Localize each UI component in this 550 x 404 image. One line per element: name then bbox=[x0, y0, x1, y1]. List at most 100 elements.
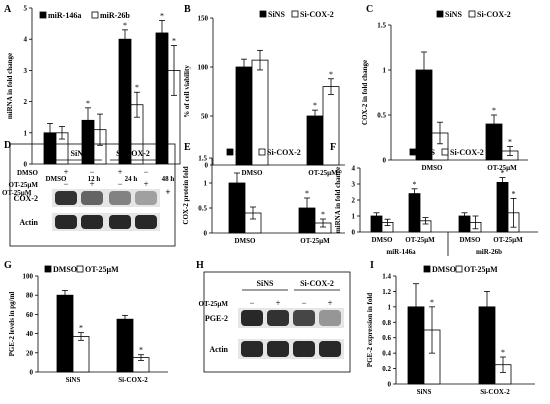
condition-label: OT-25µM bbox=[9, 181, 39, 189]
y-tick-label: 2 bbox=[24, 98, 28, 106]
condition-sign: + bbox=[327, 298, 332, 308]
y-tick-label: 4 bbox=[352, 165, 356, 173]
legend-swatch bbox=[44, 265, 52, 273]
blot-band bbox=[55, 191, 77, 205]
condition-sign: − bbox=[301, 298, 306, 308]
band-label: COX-2 bbox=[14, 194, 38, 203]
legend-label: Si-COX-2 bbox=[300, 10, 334, 19]
legend-label: miR-26b bbox=[100, 11, 130, 20]
y-tick-label: 1.5 bbox=[377, 22, 386, 30]
legend-label: SiNS bbox=[268, 10, 285, 19]
y-tick-label: 0 bbox=[30, 369, 34, 377]
condition-label: DMSO bbox=[17, 169, 39, 177]
significance-mark: * bbox=[508, 138, 512, 147]
blot-band bbox=[293, 341, 315, 357]
group-label: miR-146a bbox=[386, 248, 416, 256]
blot-band bbox=[267, 341, 289, 357]
chart-C: C 0 0.5 1 1.5 COX-2 in fold change DMSO * * OT-25… bbox=[361, 4, 528, 172]
treatment-label: OT-25µM bbox=[2, 189, 32, 197]
y-tick-label: 0.5 bbox=[198, 205, 207, 213]
blot-H: H SiNS Si-COX-2 OT-25µM − + − + PGE-2 Actin bbox=[196, 260, 351, 373]
condition-sign: + bbox=[117, 167, 122, 177]
significance-mark: * bbox=[492, 106, 496, 115]
significance-mark: * bbox=[139, 346, 143, 355]
y-tick-label: 150 bbox=[198, 15, 209, 23]
blot-strip bbox=[52, 213, 160, 231]
chart-B: B 0 50 100 150 % of cell viability DMSO * * OT-25… bbox=[183, 4, 345, 177]
blot-group-label: Si-COX-2 bbox=[116, 149, 150, 158]
blot-strip bbox=[238, 339, 344, 359]
panel-letter: D bbox=[4, 140, 11, 151]
x-tick-label: SiNS bbox=[417, 388, 432, 396]
x-tick-label: SiNS bbox=[66, 376, 81, 384]
y-tick-label: 3 bbox=[352, 181, 356, 189]
y-tick-label: 3 bbox=[24, 67, 28, 75]
y-tick-label: 0.2 bbox=[382, 365, 391, 373]
legend-label: Si-COX-2 bbox=[477, 10, 511, 19]
y-tick-label: 1.5 bbox=[198, 155, 207, 163]
legend-swatch bbox=[226, 148, 234, 156]
legend-swatch bbox=[436, 10, 444, 18]
panel-letter: A bbox=[4, 4, 12, 15]
legend-label: SiNS bbox=[418, 148, 435, 157]
condition-sign: + bbox=[89, 179, 94, 189]
chart-G: G 0 20 40 60 80 100 PGE-2 levels in pg/ml * SiNS *… bbox=[4, 260, 168, 384]
panel-letter: H bbox=[196, 260, 204, 271]
significance-mark: * bbox=[430, 298, 434, 307]
legend-swatch bbox=[258, 148, 266, 156]
condition-sign: − bbox=[89, 167, 94, 177]
blot-band bbox=[81, 215, 103, 229]
y-tick-label: 0 bbox=[204, 230, 208, 238]
y-tick-label: 0.4 bbox=[382, 350, 391, 358]
panel-letter: B bbox=[184, 4, 191, 15]
y-tick-label: 1.4 bbox=[382, 273, 391, 281]
legend-swatch bbox=[39, 11, 47, 19]
y-axis-label: COX-2 in fold change bbox=[361, 60, 369, 125]
y-tick-label: 20 bbox=[26, 349, 34, 357]
chart-A: A 0 1 2 3 4 5 miRNA in fold change DMSO * 12 h * * 24… bbox=[2, 4, 181, 197]
significance-mark: * bbox=[79, 324, 83, 333]
blot-group-label: SiNS bbox=[257, 279, 274, 288]
blot-band bbox=[135, 215, 157, 229]
blot-band bbox=[109, 215, 131, 229]
legend-label: OT-25µM bbox=[464, 265, 498, 274]
y-tick-label: 1 bbox=[388, 303, 392, 311]
treatment-sign: + bbox=[165, 187, 170, 197]
significance-mark: * bbox=[135, 83, 139, 92]
blot-band bbox=[241, 310, 263, 326]
y-tick-label: 60 bbox=[26, 311, 34, 319]
legend-label: DMSO bbox=[432, 265, 456, 274]
x-tick-label: DMSO bbox=[46, 175, 68, 183]
legend-label: SiNS bbox=[235, 148, 252, 157]
panel-letter: I bbox=[370, 260, 374, 271]
blot-frame bbox=[9, 143, 176, 247]
x-tick-label: DMSO bbox=[235, 237, 257, 245]
y-tick-label: 100 bbox=[198, 64, 209, 72]
x-tick-label: DMSO bbox=[372, 236, 394, 244]
legend-label: DMSO bbox=[53, 265, 77, 274]
condition-sign: − bbox=[143, 167, 148, 177]
condition-sign: − bbox=[249, 298, 254, 308]
bar bbox=[496, 181, 509, 233]
x-tick-label: Si-COX-2 bbox=[118, 376, 148, 384]
x-tick-label: 48 h bbox=[162, 175, 175, 183]
significance-mark: * bbox=[501, 348, 505, 357]
x-tick-label: OT-25µM bbox=[487, 164, 517, 172]
legend-swatch bbox=[441, 148, 449, 156]
x-tick-label: OT-25µM bbox=[493, 236, 523, 244]
condition-sign: + bbox=[143, 179, 148, 189]
blot-strip bbox=[238, 308, 344, 328]
legend-swatch bbox=[91, 11, 99, 19]
blot-band bbox=[241, 341, 263, 357]
x-tick-label: 24 h bbox=[125, 175, 138, 183]
legend-label: Si-COX-2 bbox=[450, 148, 484, 157]
band-label: Actin bbox=[19, 218, 38, 227]
bar bbox=[408, 193, 421, 233]
significance-mark: * bbox=[86, 99, 90, 108]
group-label: miR-26b bbox=[476, 248, 502, 256]
y-tick-label: 0 bbox=[205, 162, 209, 170]
legend-label: Si-COX-2 bbox=[267, 148, 301, 157]
bar bbox=[56, 294, 74, 373]
